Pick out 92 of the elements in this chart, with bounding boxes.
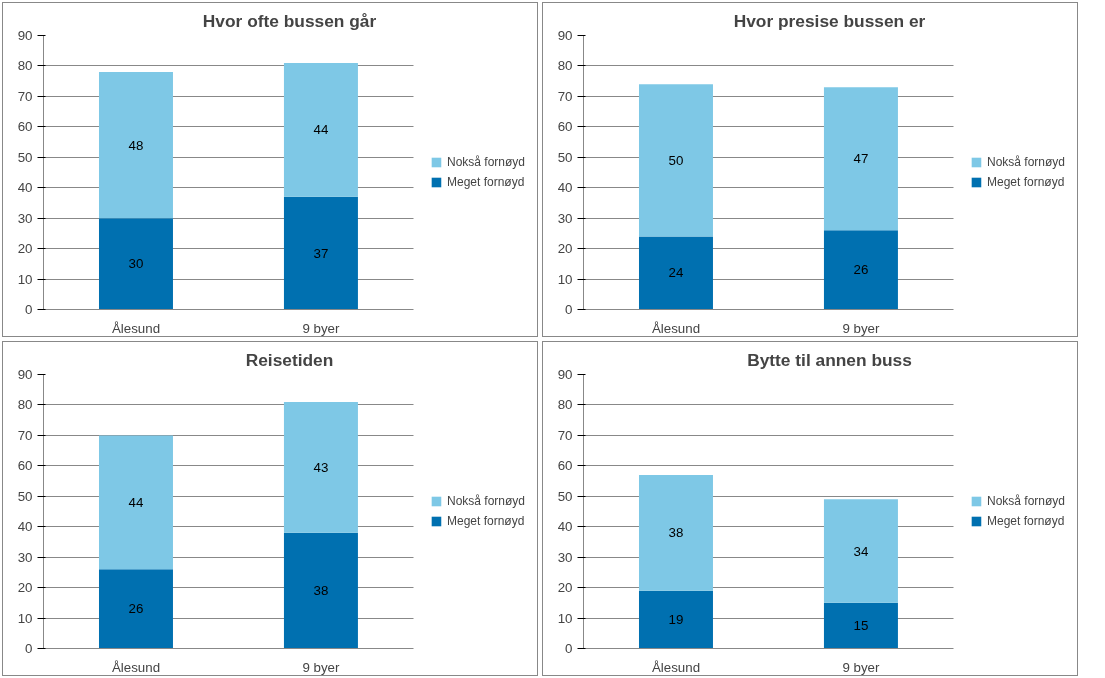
data-label: 44: [128, 494, 144, 510]
y-tick-label: 40: [17, 180, 33, 196]
legend-label: Meget fornøyd: [446, 514, 525, 528]
legend-label: Nokså fornøyd: [986, 155, 1065, 169]
bar: [98, 569, 173, 649]
data-label: 44: [313, 122, 329, 138]
bar: [638, 590, 713, 649]
y-tick-label: 90: [17, 28, 33, 43]
legend-label: Meget fornøyd: [986, 175, 1065, 189]
bar: [823, 499, 898, 603]
bar: [823, 87, 898, 231]
y-tick-label: 0: [565, 302, 573, 317]
y-tick-label: 80: [557, 58, 573, 74]
data-label: 38: [668, 525, 684, 541]
y-tick-label: 20: [17, 580, 33, 596]
data-label: 24: [668, 265, 684, 281]
legend-label: Meget fornøyd: [986, 514, 1065, 528]
x-tick-label: Ålesund: [111, 659, 161, 675]
y-tick-label: 70: [557, 427, 573, 443]
data-label: 38: [313, 583, 329, 599]
bar: [283, 532, 358, 649]
legend-label: Nokså fornøyd: [986, 494, 1065, 508]
y-tick-label: 90: [17, 367, 33, 382]
x-tick-label: Ålesund: [111, 320, 161, 336]
y-tick-label: 70: [557, 88, 573, 104]
bar: [98, 435, 173, 570]
y-tick-label: 50: [557, 488, 573, 504]
y-tick-label: 70: [17, 88, 33, 104]
bar: [823, 602, 898, 649]
data-label: 26: [128, 601, 144, 617]
chart-title: Bytte til annen buss: [747, 349, 912, 370]
y-tick-label: 90: [557, 28, 573, 43]
y-tick-label: 50: [557, 149, 573, 165]
y-tick-label: 10: [557, 271, 573, 287]
y-tick-label: 50: [17, 488, 33, 504]
bar: [98, 218, 173, 310]
bar: [823, 230, 898, 310]
y-tick-label: 30: [17, 549, 33, 565]
data-label: 43: [313, 459, 329, 475]
y-tick-label: 50: [17, 149, 33, 165]
y-tick-label: 60: [17, 119, 33, 135]
data-label: 15: [853, 618, 869, 634]
legend-label: Meget fornøyd: [446, 175, 525, 189]
y-tick-label: 20: [557, 580, 573, 596]
y-tick-label: 0: [25, 641, 33, 656]
chart-title: Hvor ofte bussen går: [202, 10, 377, 31]
x-tick-label: 9 byer: [302, 659, 341, 675]
chart-title: Hvor presise bussen er: [733, 10, 926, 31]
data-label: 47: [853, 151, 869, 167]
chart-title: Reisetiden: [245, 349, 334, 370]
y-tick-label: 70: [17, 427, 33, 443]
bar: [283, 62, 358, 197]
x-tick-label: 9 byer: [842, 659, 881, 675]
bar: [638, 84, 713, 237]
data-label: 19: [668, 612, 684, 628]
y-tick-label: 0: [25, 302, 33, 317]
bar: [283, 401, 358, 533]
y-tick-label: 10: [557, 610, 573, 626]
y-tick-label: 80: [17, 58, 33, 74]
y-tick-label: 20: [557, 241, 573, 257]
y-tick-label: 30: [17, 210, 33, 226]
y-tick-label: 30: [557, 549, 573, 565]
y-tick-label: 80: [557, 397, 573, 413]
y-tick-label: 40: [17, 519, 33, 535]
data-label: 50: [668, 152, 684, 168]
bar: [638, 236, 713, 310]
x-tick-label: Ålesund: [651, 320, 701, 336]
bar: [283, 196, 358, 310]
data-label: 37: [313, 245, 329, 261]
x-tick-label: 9 byer: [842, 320, 881, 336]
y-tick-label: 90: [557, 367, 573, 382]
legend-label: Nokså fornøyd: [446, 494, 525, 508]
x-tick-label: Ålesund: [651, 659, 701, 675]
legend-label: Nokså fornøyd: [446, 155, 525, 169]
bar: [98, 72, 173, 219]
data-label: 30: [128, 256, 144, 272]
y-tick-label: 10: [17, 610, 33, 626]
data-label: 26: [853, 262, 869, 278]
y-tick-label: 40: [557, 519, 573, 535]
y-tick-label: 20: [17, 241, 33, 257]
bar: [638, 474, 713, 591]
x-tick-label: 9 byer: [302, 320, 341, 336]
data-label: 34: [853, 543, 869, 559]
y-tick-label: 60: [557, 119, 573, 135]
y-tick-label: 10: [17, 271, 33, 287]
y-tick-label: 40: [557, 180, 573, 196]
y-tick-label: 30: [557, 210, 573, 226]
y-tick-label: 80: [17, 397, 33, 413]
y-tick-label: 60: [557, 458, 573, 474]
y-tick-label: 0: [565, 641, 573, 656]
y-tick-label: 60: [17, 458, 33, 474]
data-label: 48: [128, 137, 144, 153]
